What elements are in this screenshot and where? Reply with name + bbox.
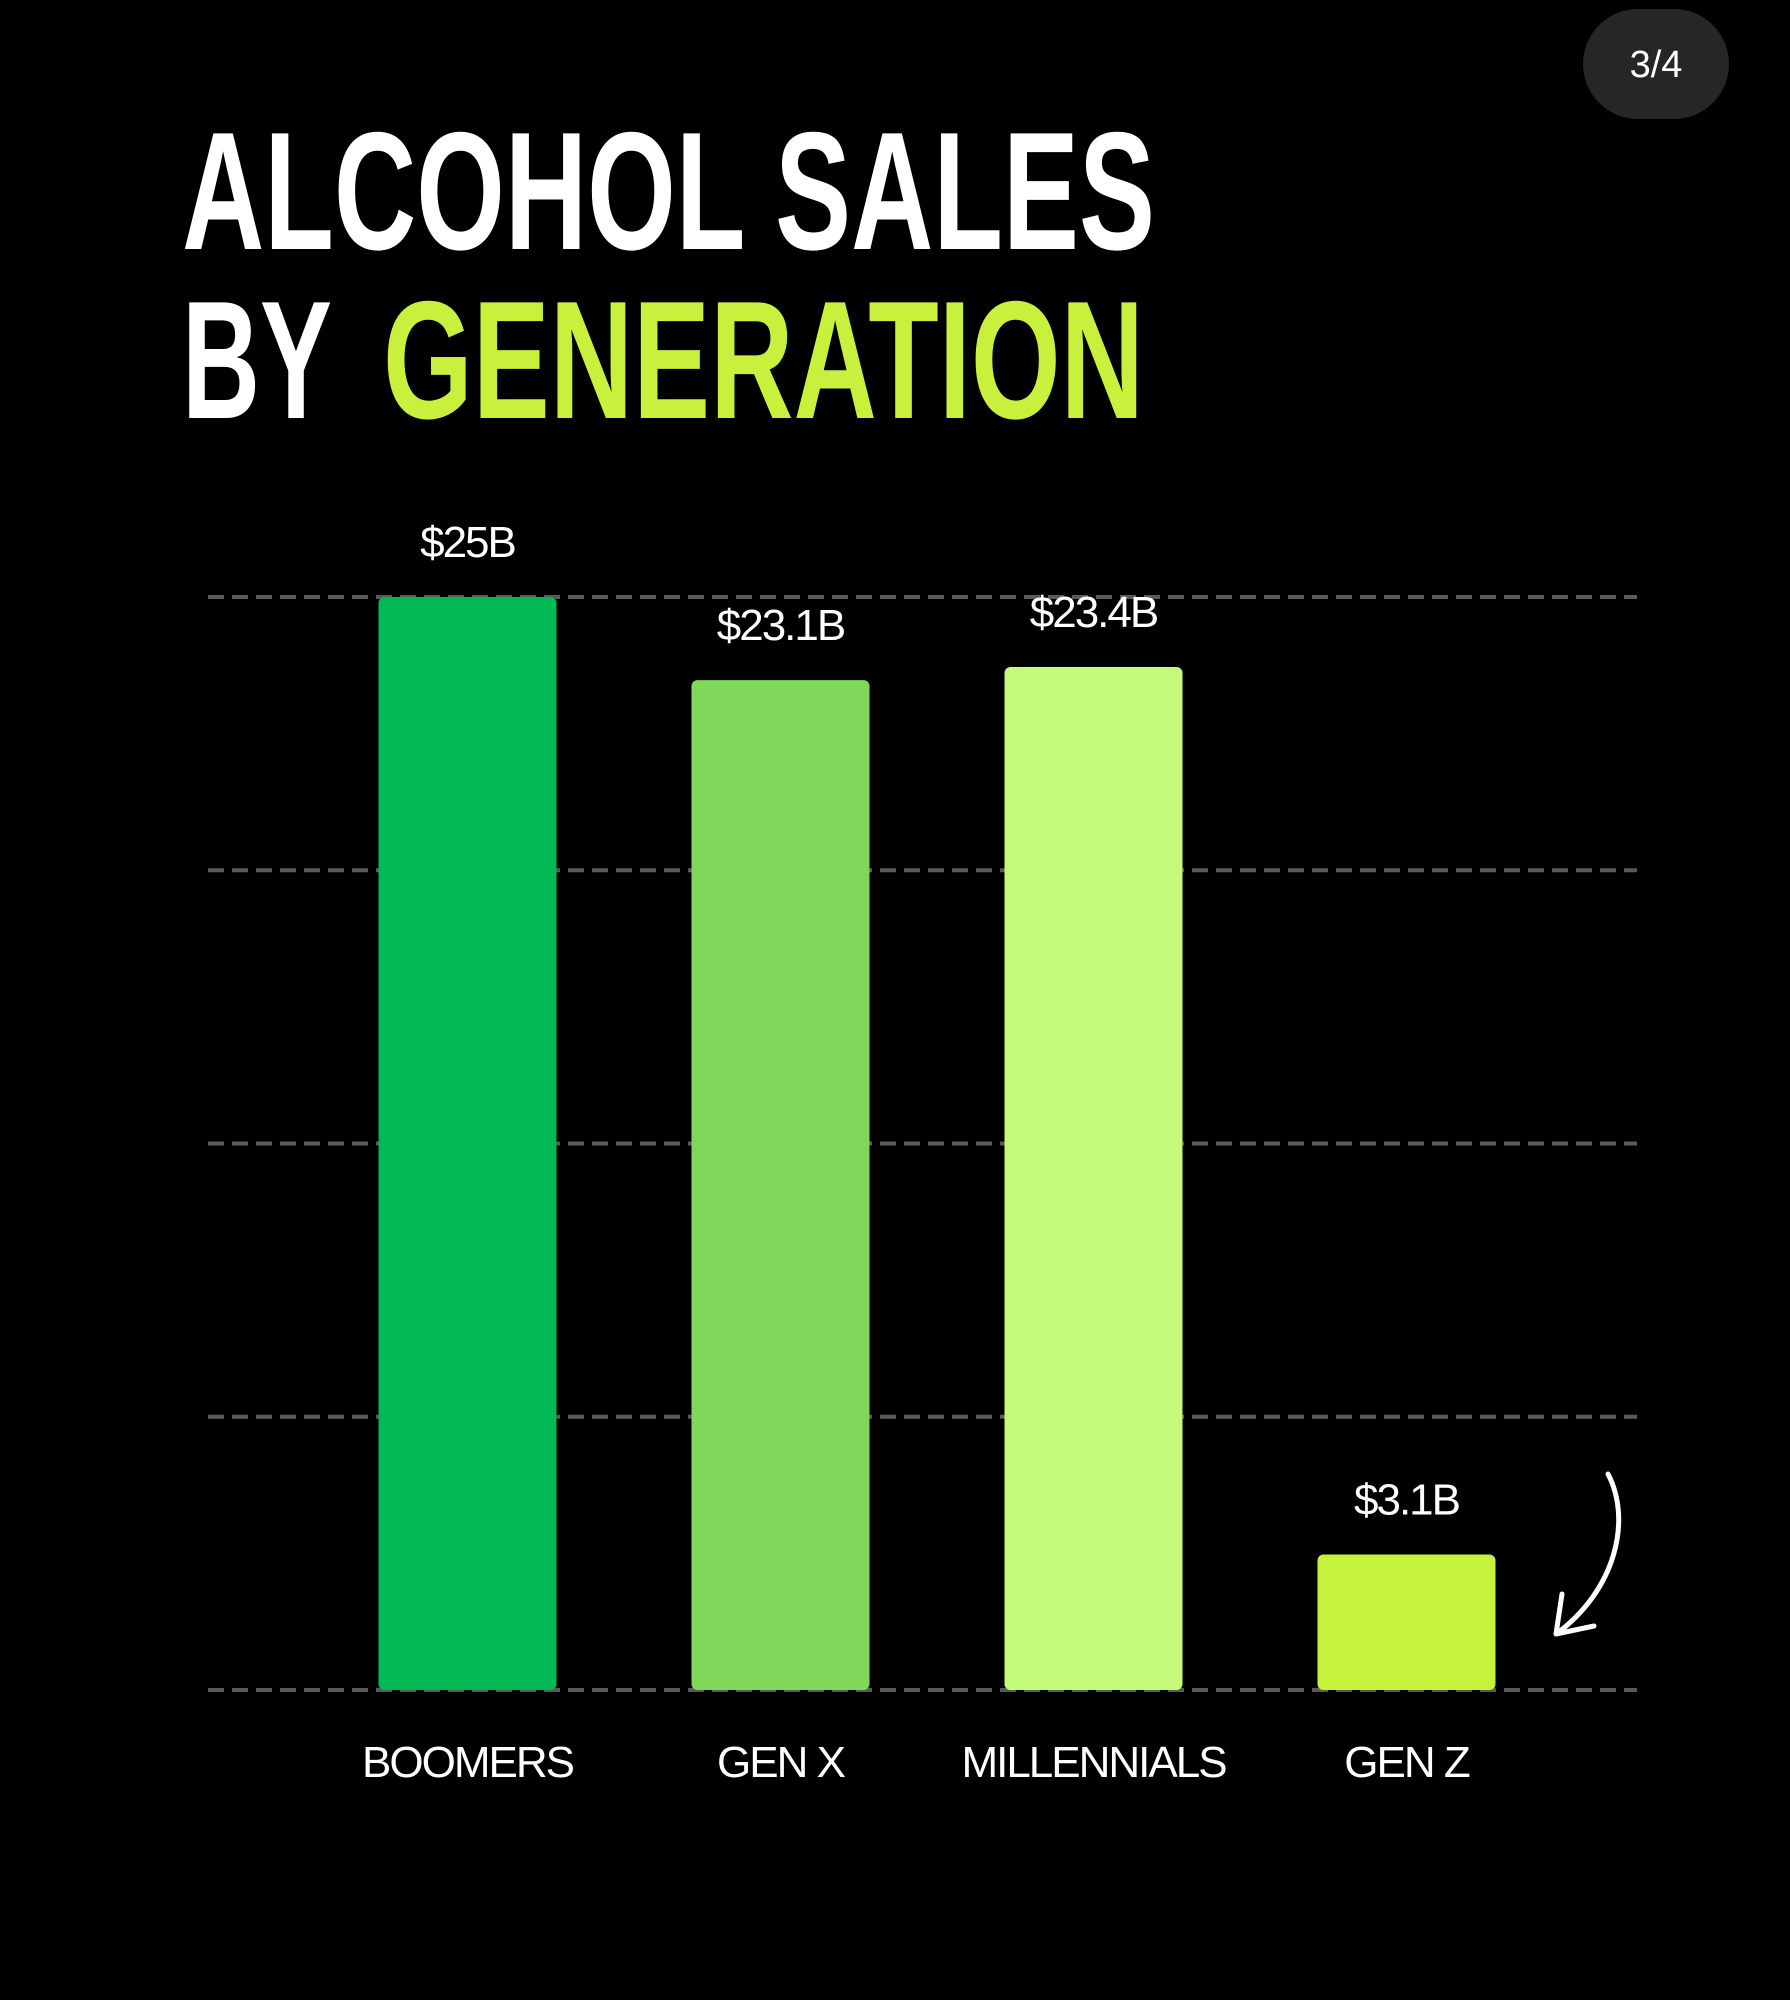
x-tick-label: GEN X	[717, 1738, 846, 1787]
x-tick-label: GEN Z	[1344, 1738, 1470, 1787]
title-highlight: GENERATION	[383, 266, 1144, 454]
arrow	[1553, 1471, 1622, 1637]
value-label: $23.4B	[1030, 588, 1158, 637]
x-tick-label: MILLENNIALS	[961, 1738, 1226, 1787]
value-label: $25B	[420, 518, 515, 567]
bar	[1317, 1554, 1496, 1690]
page-indicator-pill	[1583, 9, 1729, 119]
title-line: ALCOHOL SALES	[182, 97, 1155, 285]
value-label: $3.1B	[1354, 1475, 1460, 1524]
bar	[378, 597, 557, 1690]
bar	[1004, 666, 1183, 1690]
title-line: BY	[182, 266, 332, 454]
bar	[691, 680, 870, 1690]
value-label: $23.1B	[717, 601, 845, 650]
plot: BOOMERS $25B GEN X $23.1B MILLENNIALS $23.4B G…	[208, 518, 1637, 1787]
page-indicator: 3/4	[1630, 44, 1683, 86]
x-tick-label: BOOMERS	[362, 1738, 574, 1787]
